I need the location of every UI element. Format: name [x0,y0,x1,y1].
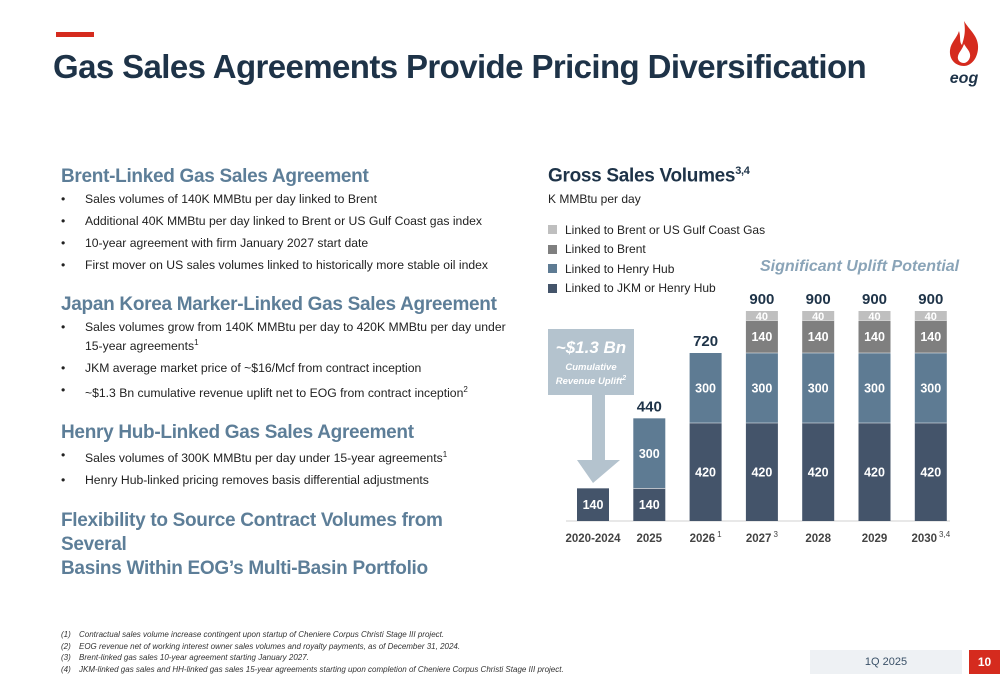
section-title: Japan Korea Marker-Linked Gas Sales Agre… [61,294,497,315]
bar-value-label: 300 [808,382,829,396]
title-accent-bar [56,32,94,37]
bar-segment [802,353,835,423]
chart-unit-label: K MMBtu per day [548,192,641,206]
flexibility-heading: Flexibility to Source Contract Volumes f… [61,510,443,580]
bar-value-label: 140 [864,330,885,344]
bar-segment [633,488,666,521]
bar-value-label: 40 [868,311,880,323]
bar-total-label: 900 [918,291,943,308]
quarter-label: 1Q 2025 [810,650,962,674]
bullet-item: 10-year agreement with firm January 2027… [61,235,511,251]
logo-wordmark: eog [949,70,979,87]
bar-segment [914,423,947,521]
bar-segment [689,423,722,521]
x-tick-label: 2030 3,4 [911,530,950,545]
bar-total-label: 900 [862,291,887,308]
gross-sales-volumes-chart: 140 2020-2024 140 300 440 2025 420 300 720 2026 1 4… [548,291,951,545]
bar-value-label: 420 [751,466,772,480]
x-tick-label: 2028 [805,533,831,545]
section-title: Brent-Linked Gas Sales Agreement [61,166,369,187]
x-tick-label: 2027 3 [746,530,779,545]
x-tick-label: 2025 [637,533,663,545]
footnotes: (1) Contractual sales volume increase con… [61,629,564,675]
page-title: Gas Sales Agreements Provide Pricing Div… [53,48,867,85]
bullet-item: Sales volumes of 300K MMBtu per day unde… [61,447,511,466]
x-tick-label: 2026 1 [690,530,723,545]
bar-value-label: 300 [639,447,660,461]
page-number: 10 [969,650,1000,674]
bar-segment [858,423,891,521]
chart-title: Gross Sales Volumes3,4 [548,165,750,187]
bar-segment [802,320,835,353]
bar-value-label: 40 [756,311,768,323]
bar-value-label: 300 [920,382,941,396]
content-column: Brent-Linked Gas Sales Agreement Sales v… [61,166,511,581]
bullet-item: Additional 40K MMBtu per day linked to B… [61,213,511,229]
bar-value-label: 420 [695,466,716,480]
bar-segment [914,320,947,353]
bar-value-label: 40 [925,311,937,323]
bar-segment [914,353,947,423]
bar-segment [689,353,722,423]
bar-value-label: 420 [864,466,885,480]
bar-segment [745,311,778,321]
legend-item: Linked to Henry Hub [548,259,765,279]
bar-segment [633,418,666,489]
x-tick-label: 2020-2024 [566,533,622,545]
brent-section: Brent-Linked Gas Sales Agreement Sales v… [61,166,511,273]
bar-segment [802,423,835,521]
bar-value-label: 140 [751,330,772,344]
bar-segment [858,320,891,353]
footnote: (3) Brent-linked gas sales 10-year agreem… [61,653,309,662]
bar-segment [745,320,778,353]
callout-line2: Revenue Uplift2 [556,375,627,387]
bar-segment [577,488,609,521]
uplift-callout-arrow [548,329,634,483]
bar-value-label: 40 [812,311,824,323]
bullet-item: Sales volumes grow from 140K MMBtu per d… [61,319,511,354]
bar-total-label: 900 [806,291,831,308]
bar-value-label: 140 [920,330,941,344]
bar-value-label: 300 [751,382,772,396]
bar-total-label: 440 [637,398,662,415]
footnote: (2) EOG revenue net of working interest o… [61,641,461,651]
legend-item: Linked to Brent or US Gulf Coast Gas [548,220,765,240]
bar-value-label: 420 [920,466,941,480]
bar-total-label: 720 [693,333,718,350]
henry-hub-section: Henry Hub-Linked Gas Sales Agreement Sal… [61,422,511,488]
bullet-item: ~$1.3 Bn cumulative revenue uplift net t… [61,382,511,401]
bar-total-label: 900 [749,291,774,308]
section-title: Henry Hub-Linked Gas Sales Agreement [61,422,414,444]
footnote: (1) Contractual sales volume increase con… [61,630,445,639]
eog-logo: eog [938,18,990,94]
footnote: (4) JKM-linked gas sales and HH-linked ga… [61,664,564,674]
bar-value-label: 300 [864,382,885,396]
callout-line1: Cumulative [565,362,617,373]
legend-item: Linked to Brent [548,240,765,260]
bullet-item: Henry Hub-linked pricing removes basis d… [61,472,511,488]
flame-icon [949,21,979,66]
uplift-potential-label: Significant Uplift Potential [760,258,960,275]
bar-segment [858,311,891,321]
bar-value-label: 420 [808,466,829,480]
bullet-item: Sales volumes of 140K MMBtu per day link… [61,191,511,207]
bar-segment [858,353,891,423]
bar-segment [745,423,778,521]
jkm-section: Japan Korea Marker-Linked Gas Sales Agre… [61,294,511,401]
bar-value-label: 140 [808,330,829,344]
legend-item: Linked to JKM or Henry Hub [548,279,765,299]
bar-value-label: 300 [695,382,716,396]
bar-value-label: 140 [639,498,660,512]
bar-segment [745,353,778,423]
bar-segment [914,311,947,321]
bullet-item: First mover on US sales volumes linked t… [61,257,511,273]
x-tick-label: 2029 [862,533,888,545]
bullet-item: JKM average market price of ~$16/Mcf fro… [61,360,511,376]
bar-value-label: 140 [583,498,604,512]
callout-value: ~$1.3 Bn [556,338,626,357]
chart-legend: Linked to Brent or US Gulf Coast Gas Lin… [548,220,765,298]
bar-segment [802,311,835,321]
